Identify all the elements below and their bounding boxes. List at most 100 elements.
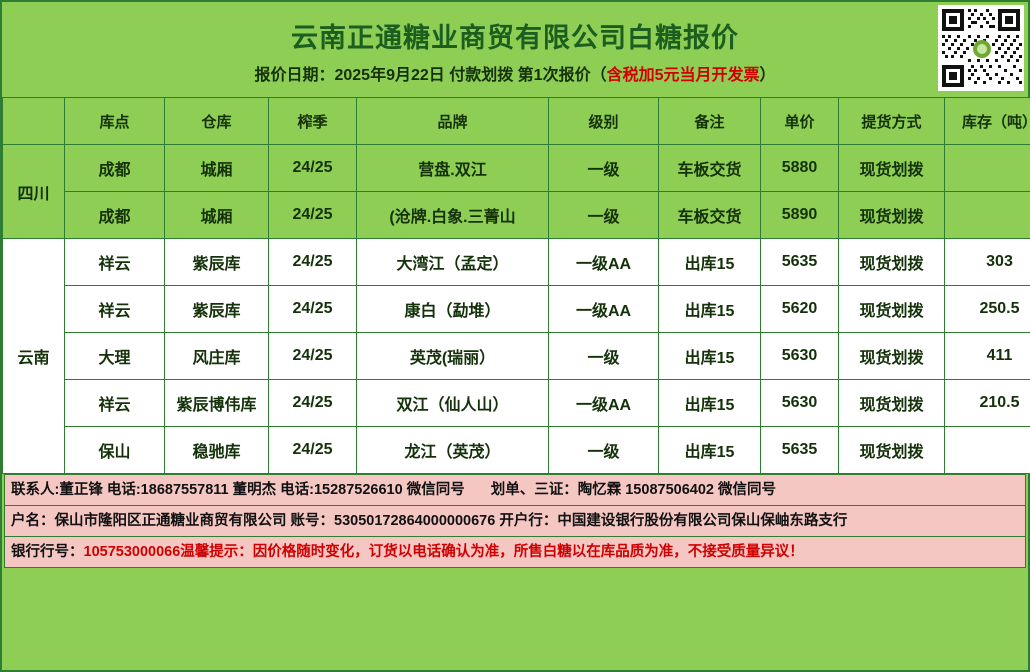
stock-cell	[944, 144, 1030, 192]
price-cell: 5880	[760, 144, 839, 192]
delivery-cell: 现货划拨	[838, 332, 945, 380]
col-stock: 库存（吨）	[944, 97, 1030, 145]
season-cell: 24/25	[268, 191, 357, 239]
page-title: 云南正通糖业商贸有限公司白糖报价	[291, 23, 739, 53]
col-brand: 品牌	[356, 97, 549, 145]
province-cell: 云南	[2, 238, 65, 474]
season-cell: 24/25	[268, 238, 357, 286]
warehouse-cell: 城厢	[164, 191, 269, 239]
table-row: 祥云 紫辰库 24/25 康白（勐堆） 一级AA 出库15 5620 现货划拨 250.5	[3, 285, 1030, 333]
footer-contact-row: 联系人:董正锋 电话:18687557811 董明杰 电话:1528752661…	[4, 474, 1026, 506]
table-body: 四川 成都 城厢 24/25 营盘.双江 一级 车板交货 5880 现货划拨 成都 城厢 24/25(…	[2, 144, 1030, 474]
price-cell: 5635	[760, 426, 839, 474]
table-row: 成都 城厢 24/25 (沧牌.白象.三菁山 一级 车板交货 5890 现货划拨	[3, 191, 1030, 239]
point-cell: 保山	[64, 426, 165, 474]
price-cell: 5890	[760, 191, 839, 239]
bank-label: 银行行号：	[11, 544, 84, 560]
stock-cell	[944, 191, 1030, 239]
qr-code-icon	[938, 5, 1024, 91]
note-cell: 出库15	[658, 426, 761, 474]
warehouse-cell: 紫辰库	[164, 238, 269, 286]
footer: 联系人:董正锋 电话:18687557811 董明杰 电话:1528752661…	[4, 474, 1026, 568]
brand-cell: 大湾江（孟定）	[356, 238, 549, 286]
subtitle-tax-note: 含税加5元当月开发票	[606, 67, 760, 84]
grade-cell: 一级AA	[548, 238, 659, 286]
stock-cell: 303	[944, 238, 1030, 286]
warehouse-cell: 紫辰博伟库	[164, 379, 269, 427]
col-province	[2, 97, 65, 145]
season-cell: 24/25	[268, 332, 357, 380]
delivery-cell: 现货划拨	[838, 191, 945, 239]
warehouse-cell: 风庄库	[164, 332, 269, 380]
delivery-cell: 现货划拨	[838, 285, 945, 333]
footer-account-row: 户名：保山市隆阳区正通糖业商贸有限公司 账号：53050172864000000…	[4, 506, 1026, 537]
col-delivery: 提货方式	[838, 97, 945, 145]
stock-cell	[944, 426, 1030, 474]
table-header-row: 库点 仓库 榨季 品牌 级别 备注 单价 提货方式 库存（吨）	[2, 97, 1030, 145]
note-cell: 出库15	[658, 285, 761, 333]
grade-cell: 一级AA	[548, 379, 659, 427]
grade-cell: 一级	[548, 426, 659, 474]
province-cell: 四川	[2, 144, 65, 239]
subtitle-text-1: 报价日期：2025年9月22日 付款划拨 第1次报价（	[254, 67, 607, 84]
brand-cell: 英茂(瑞丽）	[356, 332, 549, 380]
point-cell: 祥云	[64, 238, 165, 286]
col-season: 榨季	[268, 97, 357, 145]
price-cell: 5635	[760, 238, 839, 286]
table-row: 大理 风庄库 24/25 英茂(瑞丽） 一级 出库15 5630 现货划拨 411	[3, 332, 1030, 380]
delivery-cell: 现货划拨	[838, 426, 945, 474]
grade-cell: 一级	[548, 144, 659, 192]
season-cell: 24/25	[268, 285, 357, 333]
delivery-cell: 现货划拨	[838, 379, 945, 427]
brand-cell: 龙江（英茂）	[356, 426, 549, 474]
table-row: 云南 祥云 紫辰库 24/25 大湾江（孟定） 一级AA 出库15 5635 现货划拨 303	[2, 238, 1030, 474]
season-cell: 24/25	[268, 379, 357, 427]
point-cell: 祥云	[64, 285, 165, 333]
stock-cell: 250.5	[944, 285, 1030, 333]
warehouse-cell: 紫辰库	[164, 285, 269, 333]
subtitle-text-2: ）	[759, 67, 776, 84]
bank-notice: 105753000066温馨提示：因价格随时变化，订货以电话确认为准，所售白糖以…	[83, 544, 804, 560]
stock-cell: 411	[944, 332, 1030, 380]
grade-cell: 一级	[548, 191, 659, 239]
brand-cell: 双江（仙人山）	[356, 379, 549, 427]
brand-cell: 营盘.双江	[356, 144, 549, 192]
note-cell: 出库15	[658, 379, 761, 427]
col-warehouse: 仓库	[164, 97, 269, 145]
warehouse-cell: 稳驰库	[164, 426, 269, 474]
season-cell: 24/25	[268, 144, 357, 192]
grade-cell: 一级AA	[548, 285, 659, 333]
note-cell: 出库15	[658, 238, 761, 286]
brand-cell: 康白（勐堆）	[356, 285, 549, 333]
quote-subtitle: 报价日期：2025年9月22日 付款划拨 第1次报价（含税加5元当月开发票）	[2, 61, 1028, 97]
footer-bank-row: 银行行号：105753000066温馨提示：因价格随时变化，订货以电话确认为准，…	[4, 537, 1026, 568]
price-table: 库点 仓库 榨季 品牌 级别 备注 单价 提货方式 库存（吨） 四川 成都 城厢 24…	[2, 97, 1030, 474]
point-cell: 祥云	[64, 379, 165, 427]
grade-cell: 一级	[548, 332, 659, 380]
table-row: 祥云 紫辰博伟库 24/25 双江（仙人山） 一级AA 出库15 5630 现货划拨 210.5	[3, 379, 1030, 427]
delivery-cell: 现货划拨	[838, 144, 945, 192]
price-cell: 5630	[760, 332, 839, 380]
table-row: 四川 成都 城厢 24/25 营盘.双江 一级 车板交货 5880 现货划拨	[2, 144, 1030, 239]
col-price: 单价	[760, 97, 839, 145]
point-cell: 大理	[64, 332, 165, 380]
price-cell: 5630	[760, 379, 839, 427]
col-point: 库点	[64, 97, 165, 145]
price-cell: 5620	[760, 285, 839, 333]
note-cell: 车板交货	[658, 191, 761, 239]
delivery-cell: 现货划拨	[838, 238, 945, 286]
contact-right: 划单、三证：陶忆霖 15087506402 微信同号	[490, 482, 776, 498]
stock-cell: 210.5	[944, 379, 1030, 427]
brand-cell: (沧牌.白象.三菁山	[356, 191, 549, 239]
contact-left: 联系人:董正锋 电话:18687557811 董明杰 电话:1528752661…	[11, 482, 465, 498]
point-cell: 成都	[64, 191, 165, 239]
note-cell: 车板交货	[658, 144, 761, 192]
season-cell: 24/25	[268, 426, 357, 474]
note-cell: 出库15	[658, 332, 761, 380]
point-cell: 成都	[64, 144, 165, 192]
col-note: 备注	[658, 97, 761, 145]
warehouse-cell: 城厢	[164, 144, 269, 192]
table-row: 保山 稳驰库 24/25 龙江（英茂） 一级 出库15 5635 现货划拨	[3, 426, 1030, 474]
col-grade: 级别	[548, 97, 659, 145]
